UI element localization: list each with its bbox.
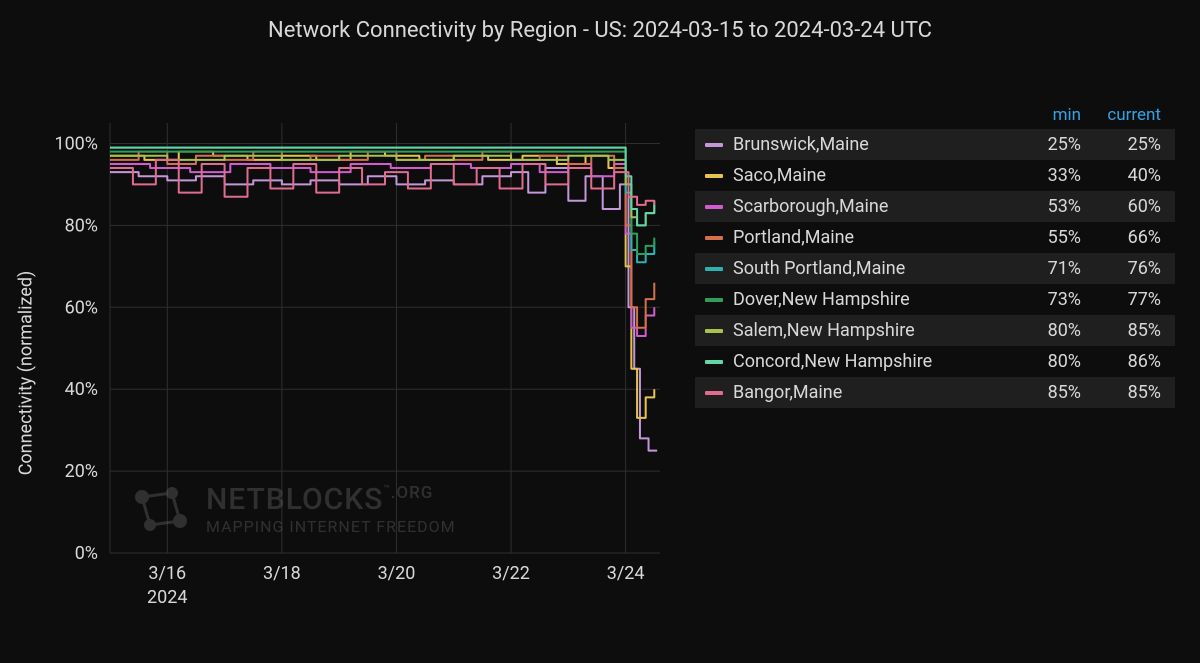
series-line xyxy=(110,160,654,205)
legend-label: Bangor,Maine xyxy=(727,382,1021,403)
legend-swatch xyxy=(705,298,723,302)
legend-swatch xyxy=(705,236,723,240)
svg-text:3/20: 3/20 xyxy=(378,563,416,584)
legend-row[interactable]: Brunswick,Maine25%25% xyxy=(695,129,1175,160)
legend-current: 25% xyxy=(1081,134,1161,155)
legend: min current Brunswick,Maine25%25%Saco,Ma… xyxy=(695,101,1175,408)
legend-current: 66% xyxy=(1081,227,1161,248)
legend-label: Scarborough,Maine xyxy=(727,196,1021,217)
legend-label: Concord,New Hampshire xyxy=(727,351,1021,372)
svg-text:3/24: 3/24 xyxy=(607,563,645,584)
legend-row[interactable]: South Portland,Maine71%76% xyxy=(695,253,1175,284)
watermark: NETBLOCKS™.ORG MAPPING INTERNET FREEDOM xyxy=(130,483,456,537)
chart-title: Network Connectivity by Region - US: 202… xyxy=(0,0,1200,43)
svg-text:40%: 40% xyxy=(65,379,98,400)
svg-text:20%: 20% xyxy=(65,461,98,482)
series-line xyxy=(110,152,654,418)
legend-label: Salem,New Hampshire xyxy=(727,320,1021,341)
legend-swatch xyxy=(705,329,723,333)
svg-text:80%: 80% xyxy=(65,215,98,236)
legend-label: South Portland,Maine xyxy=(727,258,1021,279)
series-line xyxy=(110,164,654,336)
legend-swatch xyxy=(705,174,723,178)
legend-header: min current xyxy=(695,101,1175,129)
series-line xyxy=(110,152,654,328)
legend-label: Saco,Maine xyxy=(727,165,1021,186)
svg-text:100%: 100% xyxy=(54,133,98,154)
svg-text:3/18: 3/18 xyxy=(263,563,301,584)
legend-min: 80% xyxy=(1021,351,1081,372)
legend-min: 25% xyxy=(1021,134,1081,155)
svg-text:3/22: 3/22 xyxy=(492,563,530,584)
netblocks-icon xyxy=(130,483,192,537)
watermark-brand: NETBLOCKS xyxy=(206,482,383,517)
legend-row[interactable]: Salem,New Hampshire80%85% xyxy=(695,315,1175,346)
legend-row[interactable]: Bangor,Maine85%85% xyxy=(695,377,1175,408)
line-chart: 0% 20% 40% 60% 80% 100% 3/16 3/18 3/20 3/22 3/24 20… xyxy=(30,113,670,633)
legend-current: 86% xyxy=(1081,351,1161,372)
legend-current: 77% xyxy=(1081,289,1161,310)
legend-swatch xyxy=(705,205,723,209)
y-axis-label: Connectivity (normalized) xyxy=(16,271,37,476)
svg-text:60%: 60% xyxy=(65,297,98,318)
svg-text:0%: 0% xyxy=(75,543,98,564)
legend-row[interactable]: Saco,Maine33%40% xyxy=(695,160,1175,191)
legend-current: 85% xyxy=(1081,320,1161,341)
legend-row[interactable]: Portland,Maine55%66% xyxy=(695,222,1175,253)
legend-min: 71% xyxy=(1021,258,1081,279)
legend-current: 40% xyxy=(1081,165,1161,186)
legend-min: 80% xyxy=(1021,320,1081,341)
legend-swatch xyxy=(705,391,723,395)
legend-min: 53% xyxy=(1021,196,1081,217)
chart-container: Connectivity (normalized) 0%20%40%60%80%… xyxy=(30,113,670,633)
legend-row[interactable]: Concord,New Hampshire80%86% xyxy=(695,346,1175,377)
svg-text:3/16: 3/16 xyxy=(148,563,186,584)
legend-min: 73% xyxy=(1021,289,1081,310)
legend-swatch xyxy=(705,267,723,271)
legend-current: 60% xyxy=(1081,196,1161,217)
watermark-suffix: .ORG xyxy=(391,483,434,503)
legend-current: 76% xyxy=(1081,258,1161,279)
legend-label: Dover,New Hampshire xyxy=(727,289,1021,310)
legend-min: 85% xyxy=(1021,382,1081,403)
legend-header-current: current xyxy=(1081,105,1161,125)
legend-min: 33% xyxy=(1021,165,1081,186)
legend-current: 85% xyxy=(1081,382,1161,403)
legend-header-min: min xyxy=(1021,105,1081,125)
legend-swatch xyxy=(705,143,723,147)
legend-row[interactable]: Scarborough,Maine53%60% xyxy=(695,191,1175,222)
chart-stage: Connectivity (normalized) 0% 20% 40% 60% 80%… xyxy=(0,43,1200,663)
series-line xyxy=(110,168,657,451)
svg-text:2024: 2024 xyxy=(147,587,187,608)
watermark-tm: ™ xyxy=(383,484,390,495)
legend-label: Portland,Maine xyxy=(727,227,1021,248)
legend-min: 55% xyxy=(1021,227,1081,248)
legend-swatch xyxy=(705,360,723,364)
legend-row[interactable]: Dover,New Hampshire73%77% xyxy=(695,284,1175,315)
watermark-tagline: MAPPING INTERNET FREEDOM xyxy=(206,517,456,536)
series-line xyxy=(110,156,654,226)
legend-label: Brunswick,Maine xyxy=(727,134,1021,155)
series-line xyxy=(110,152,654,254)
